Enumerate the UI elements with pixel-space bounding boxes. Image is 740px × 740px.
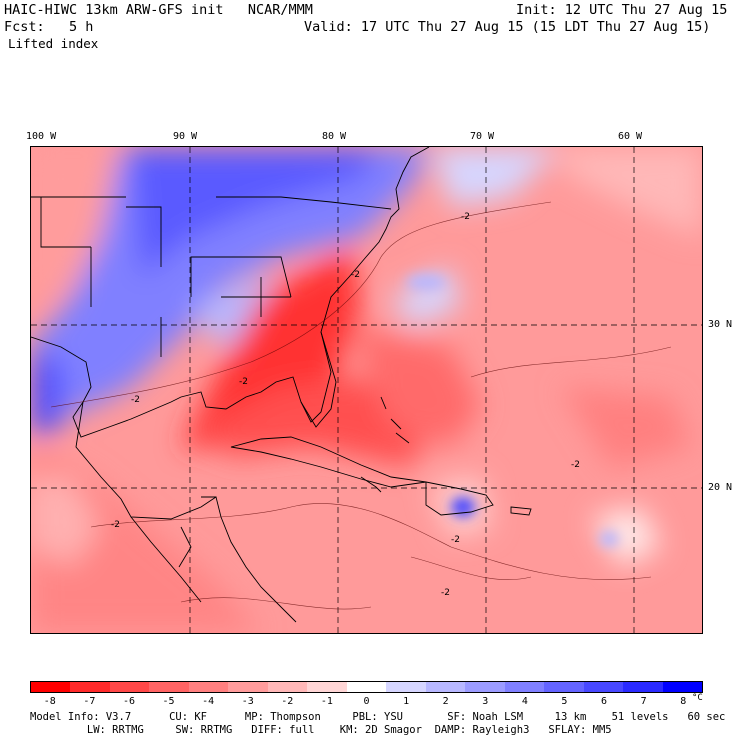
contour-label: -2: [351, 270, 360, 280]
lon-label-60w: 60 W: [618, 131, 643, 142]
colorbar-tick-label: -1: [320, 696, 333, 707]
colorbar-swatch: [623, 682, 663, 692]
model-info-line1: Model Info: V3.7 CU: KF MP: Thompson PBL…: [30, 711, 726, 723]
lat-label-20n: 20 N: [708, 482, 733, 493]
colorbar-swatch: [188, 682, 229, 692]
colorbar: [30, 681, 703, 693]
contours: [50, 201, 672, 610]
colorbar-tick-label: 3: [482, 696, 489, 707]
colorbar-tick-label: 1: [403, 696, 410, 707]
lat-label-30n: 30 N: [708, 319, 733, 330]
lon-label-100w: 100 W: [26, 131, 57, 142]
contour-label: -2: [131, 395, 140, 405]
contour-label: -2: [239, 377, 248, 387]
colorbar-swatch: [31, 682, 71, 692]
lat-lon-gridlines: [31, 147, 702, 633]
colorbar-swatch: [307, 682, 347, 692]
colorbar-tick-label: -7: [83, 696, 96, 707]
lon-label-80w: 80 W: [322, 131, 347, 142]
colorbar-tick-label: -6: [122, 696, 135, 707]
lifted-index-map: -2 -2 -2 -2 -2 -2 -2 -2: [30, 146, 703, 634]
colorbar-swatch: [465, 682, 505, 692]
model-info-line2: LW: RRTMG SW: RRTMG DIFF: full KM: 2D Sm…: [30, 724, 612, 736]
colorbar-swatch: [228, 682, 268, 692]
colorbar-swatch: [109, 682, 150, 692]
lon-label-70w: 70 W: [470, 131, 495, 142]
lon-label-90w: 90 W: [173, 131, 198, 142]
colorbar-tick-label: 7: [640, 696, 647, 707]
init-time: Init: 12 UTC Thu 27 Aug 15: [516, 2, 728, 18]
colorbar-swatch: [149, 682, 189, 692]
map-title: HAIC-HIWC 13km ARW-GFS init NCAR/MMM: [4, 2, 313, 18]
colorbar-swatch: [662, 682, 702, 692]
colorbar-tick-label: -4: [202, 696, 215, 707]
colorbar-tick-label: 0: [363, 696, 370, 707]
contour-label: -2: [441, 588, 450, 598]
colorbar-tick-label: 5: [561, 696, 568, 707]
colorbar-swatch: [386, 682, 426, 692]
contour-labels: -2 -2 -2 -2 -2 -2 -2 -2: [111, 212, 580, 598]
contour-label: -2: [571, 460, 580, 470]
colorbar-tick-label: -2: [281, 696, 294, 707]
colorbar-tick-label: -5: [162, 696, 175, 707]
field-name: Lifted index: [8, 36, 99, 51]
valid-time: Valid: 17 UTC Thu 27 Aug 15 (15 LDT Thu …: [304, 19, 711, 35]
colorbar-tick-label: 2: [442, 696, 449, 707]
colorbar-swatch: [583, 682, 624, 692]
colorbar-swatch: [544, 682, 584, 692]
contour-label: -2: [451, 535, 460, 545]
colorbar-swatch: [346, 682, 387, 692]
colorbar-swatch: [267, 682, 308, 692]
map-canvas: -2 -2 -2 -2 -2 -2 -2 -2: [31, 147, 702, 633]
colorbar-tick-label: -8: [43, 696, 56, 707]
colorbar-tick-label: -3: [241, 696, 254, 707]
contour-label: -2: [461, 212, 470, 222]
colorbar-swatch: [70, 682, 110, 692]
colorbar-tick-label: 4: [521, 696, 528, 707]
lifted-index-shading: [31, 147, 702, 633]
contour-label: -2: [111, 520, 120, 530]
colorbar-swatch: [504, 682, 545, 692]
colorbar-tick-label: 6: [601, 696, 608, 707]
coastlines-and-borders: [31, 147, 532, 623]
colorbar-unit: °C: [692, 693, 703, 703]
colorbar-tick-label: 8: [680, 696, 687, 707]
colorbar-swatch: [425, 682, 466, 692]
forecast-hour: Fcst: 5 h: [4, 19, 94, 35]
